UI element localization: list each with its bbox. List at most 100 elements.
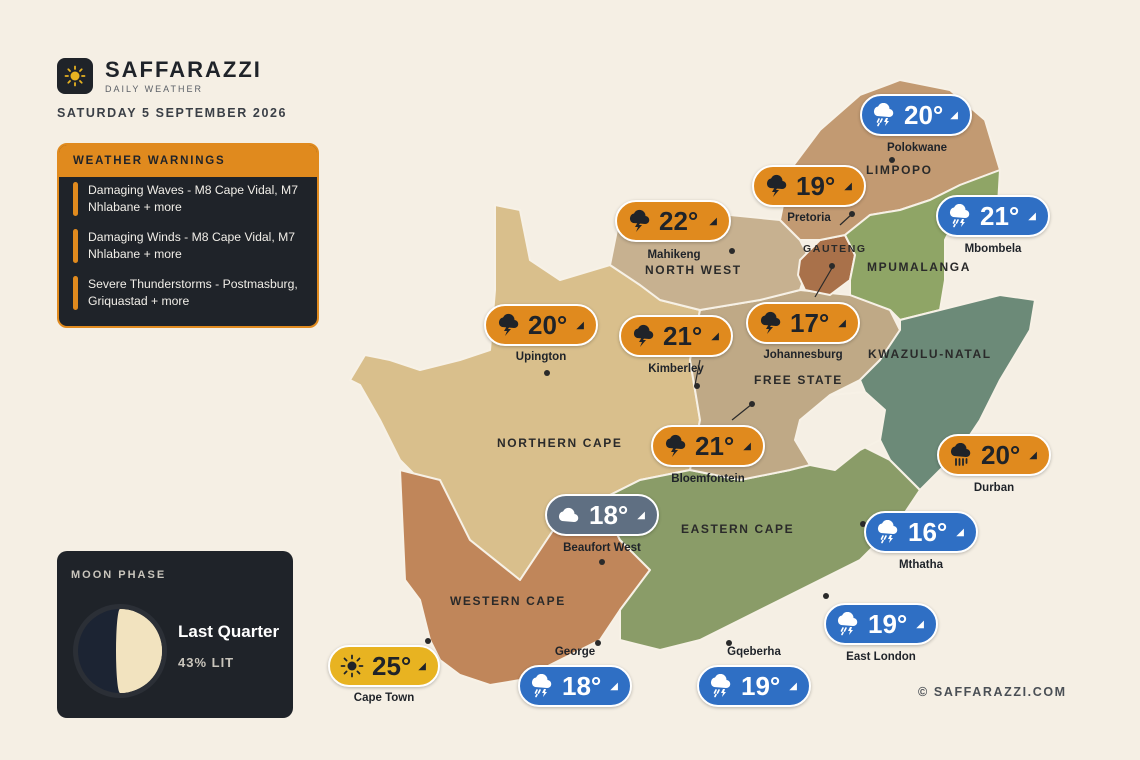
warning-text: Damaging Winds - M8 Cape Vidal, M7 Nhlab… xyxy=(88,230,296,261)
moon-lit-percent: 43% LIT xyxy=(178,655,235,670)
wind-direction-icon: ◢ xyxy=(789,680,797,692)
warning-item[interactable]: Damaging Winds - M8 Cape Vidal, M7 Nhlab… xyxy=(73,229,317,263)
city-marker xyxy=(889,157,895,163)
temperature: 25° xyxy=(372,650,412,681)
city-marker xyxy=(823,593,829,599)
temperature: 22° xyxy=(659,205,699,236)
thunder-rain-icon xyxy=(709,674,733,698)
wind-direction-icon: ◢ xyxy=(844,180,852,192)
brand: SAFFARAZZI DAILY WEATHER xyxy=(57,57,262,94)
warning-bar xyxy=(73,182,78,216)
region-label-northern-cape: NORTHERN CAPE xyxy=(497,436,623,450)
wind-direction-icon: ◢ xyxy=(709,215,717,227)
forecast-pill[interactable]: 21° ◢ xyxy=(651,425,765,467)
city-marker xyxy=(599,559,605,565)
city-marker xyxy=(829,263,835,269)
thunder-rain-icon xyxy=(948,204,972,228)
wind-direction-icon: ◢ xyxy=(1029,449,1037,461)
wind-direction-icon: ◢ xyxy=(1028,210,1036,222)
warning-item[interactable]: Damaging Waves - M8 Cape Vidal, M7 Nhlab… xyxy=(73,182,317,216)
city-name: Mahikeng xyxy=(647,249,701,261)
city-name: Gqeberha xyxy=(727,646,781,658)
forecast-pill[interactable]: 20° ◢ xyxy=(860,94,972,136)
thunderstorm-icon xyxy=(631,324,655,348)
warning-bar xyxy=(73,229,78,263)
moon-icon xyxy=(72,603,168,704)
city-name: East London xyxy=(846,651,916,663)
thunder-rain-icon xyxy=(872,103,896,127)
wind-direction-icon: ◢ xyxy=(637,509,645,521)
city-marker xyxy=(544,370,550,376)
temperature: 18° xyxy=(589,499,629,530)
city-marker xyxy=(849,211,855,217)
brand-subtitle: DAILY WEATHER xyxy=(105,84,204,94)
warning-text: Damaging Waves - M8 Cape Vidal, M7 Nhlab… xyxy=(88,183,298,214)
thunderstorm-icon xyxy=(764,174,788,198)
city-name: Mthatha xyxy=(898,559,944,571)
temperature: 21° xyxy=(980,200,1020,231)
city-name: Upington xyxy=(515,351,567,363)
thunder-rain-icon xyxy=(530,674,554,698)
warning-text: Severe Thunderstorms - Postmasburg, Griq… xyxy=(88,277,298,308)
temperature: 21° xyxy=(663,320,703,351)
temperature: 19° xyxy=(868,608,908,639)
forecast-pill[interactable]: 17° ◢ xyxy=(746,302,860,344)
city-name: Cape Town xyxy=(353,692,415,704)
city-name: George xyxy=(554,646,596,658)
city-marker xyxy=(860,521,866,527)
forecast-pill[interactable]: 19° ◢ xyxy=(824,603,938,645)
heavy-rain-icon xyxy=(949,443,973,467)
moon-phase-panel: MOON PHASE Last Quarter 43% LIT xyxy=(57,551,293,718)
city-name: Durban xyxy=(973,482,1015,494)
temperature: 20° xyxy=(981,439,1021,470)
forecast-pill[interactable]: 18° ◢ xyxy=(545,494,659,536)
region-label-limpopo: LIMPOPO xyxy=(866,163,933,177)
temperature: 20° xyxy=(528,309,568,340)
cloud-icon xyxy=(557,503,581,527)
warning-item[interactable]: Severe Thunderstorms - Postmasburg, Griq… xyxy=(73,276,317,310)
temperature: 18° xyxy=(562,670,602,701)
sun-icon xyxy=(340,654,364,678)
forecast-pill[interactable]: 19° ◢ xyxy=(752,165,866,207)
temperature: 17° xyxy=(790,307,830,338)
forecast-pill[interactable]: 22° ◢ xyxy=(615,200,731,242)
forecast-pill[interactable]: 20° ◢ xyxy=(937,434,1051,476)
wind-direction-icon: ◢ xyxy=(956,526,964,538)
city-name: Beaufort West xyxy=(563,542,641,554)
thunderstorm-icon xyxy=(627,209,651,233)
wind-direction-icon: ◢ xyxy=(610,680,618,692)
thunderstorm-icon xyxy=(496,313,520,337)
wind-direction-icon: ◢ xyxy=(418,660,426,672)
brand-name: SAFFARAZZI xyxy=(105,57,262,82)
temperature: 21° xyxy=(695,430,735,461)
temperature: 19° xyxy=(741,670,781,701)
thunderstorm-icon xyxy=(758,311,782,335)
moon-phase-name: Last Quarter xyxy=(178,622,280,641)
temperature: 19° xyxy=(796,170,836,201)
city-marker xyxy=(729,248,735,254)
weather-warnings-panel: WEATHER WARNINGS Damaging Waves - M8 Cap… xyxy=(57,143,319,328)
city-marker xyxy=(749,401,755,407)
forecast-pill[interactable]: 20° ◢ xyxy=(484,304,598,346)
region-label-gauteng: GAUTENG xyxy=(803,243,867,255)
forecast-pill[interactable]: 21° ◢ xyxy=(619,315,733,357)
city-name: Mbombela xyxy=(964,243,1022,255)
moon-title: MOON PHASE xyxy=(71,569,167,581)
region-label-mpumalanga: MPUMALANGA xyxy=(867,260,971,274)
wind-direction-icon: ◢ xyxy=(743,440,751,452)
forecast-pill[interactable]: 21° ◢ xyxy=(936,195,1050,237)
forecast-pill[interactable]: 18° ◢ xyxy=(518,665,632,707)
city-name: Polokwane xyxy=(886,142,948,154)
temperature: 16° xyxy=(908,516,948,547)
forecast-pill[interactable]: 16° ◢ xyxy=(864,511,978,553)
forecast-pill[interactable]: 25° ◢ xyxy=(328,645,440,687)
city-marker xyxy=(425,638,431,644)
wind-direction-icon: ◢ xyxy=(711,330,719,342)
forecast-pill[interactable]: 19° ◢ xyxy=(697,665,811,707)
city-marker xyxy=(726,640,732,646)
city-name: Kimberley xyxy=(648,363,704,375)
region-label-north-west: NORTH WEST xyxy=(645,263,742,277)
region-label-western-cape: WESTERN CAPE xyxy=(450,594,566,608)
warning-bar xyxy=(73,276,78,310)
city-name: Pretoria xyxy=(787,212,831,224)
